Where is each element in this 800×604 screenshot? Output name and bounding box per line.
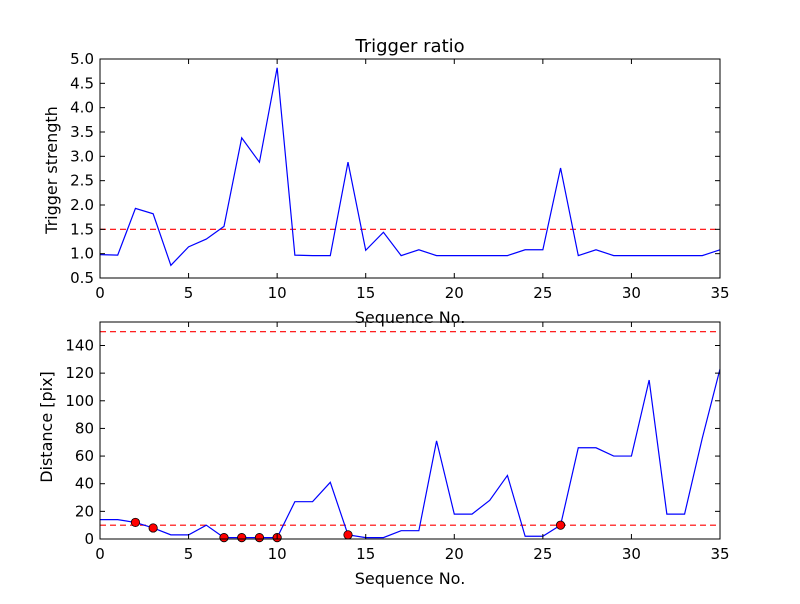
y-tick-label-bottom: 20 bbox=[75, 502, 94, 520]
y-tick-label-top: 3.0 bbox=[70, 147, 94, 165]
y-tick-label-bottom: 40 bbox=[75, 475, 94, 493]
distance-plot: Sequence No. Distance [pix] 0 5 10 15 20 25 30… bbox=[37, 321, 730, 588]
x-tick-label-bottom: 35 bbox=[710, 545, 729, 563]
y-tick-label-top: 2.0 bbox=[70, 196, 94, 214]
y-tick-label-top: 3.5 bbox=[70, 123, 94, 141]
y-tick-label-bottom: 140 bbox=[65, 336, 94, 354]
x-tick-label-top: 30 bbox=[622, 284, 641, 302]
x-tick-label-top: 0 bbox=[95, 284, 105, 302]
x-tick-label-bottom: 20 bbox=[445, 545, 464, 563]
chart-title: Trigger ratio bbox=[354, 36, 464, 57]
x-tick-label-bottom: 10 bbox=[268, 545, 287, 563]
y-tick-label-top: 1.5 bbox=[70, 220, 94, 238]
x-tick-label-top: 5 bbox=[184, 284, 194, 302]
plot-frame-bottom bbox=[99, 321, 721, 540]
y-tick-label-top: 1.0 bbox=[70, 245, 94, 263]
plot-frame-top bbox=[99, 58, 721, 279]
x-tick-label-bottom: 5 bbox=[184, 545, 194, 563]
y-tick-label-bottom: 120 bbox=[65, 364, 94, 382]
y-tick-label-top: 0.5 bbox=[70, 269, 94, 287]
highlight-point bbox=[254, 533, 265, 543]
y-axis-label-top: Trigger strength bbox=[42, 106, 61, 235]
y-tick-label-bottom: 0 bbox=[84, 530, 94, 548]
y-tick-label-bottom: 60 bbox=[75, 447, 94, 465]
x-axis-label-top: Sequence No. bbox=[355, 308, 466, 327]
x-axis-label-bottom: Sequence No. bbox=[355, 569, 466, 588]
x-tick-label-bottom: 30 bbox=[622, 545, 641, 563]
y-tick-label-top: 4.0 bbox=[70, 99, 94, 117]
highlight-point bbox=[343, 530, 353, 540]
highlight-point bbox=[237, 533, 247, 543]
x-tick-label-top: 25 bbox=[533, 284, 552, 302]
x-tick-label-top: 35 bbox=[710, 284, 729, 302]
x-tick-label-bottom: 25 bbox=[533, 545, 552, 563]
y-tick-label-top: 5.0 bbox=[70, 50, 94, 68]
highlight-point bbox=[219, 533, 229, 543]
y-tick-label-top: 4.5 bbox=[70, 74, 94, 92]
y-tick-label-bottom: 80 bbox=[75, 419, 94, 437]
series-line-bottom bbox=[100, 368, 721, 539]
x-tick-label-top: 15 bbox=[356, 284, 375, 302]
highlight-point bbox=[555, 520, 566, 530]
trigger-ratio-plot: Trigger ratio Sequence No. Trigger stren… bbox=[42, 36, 730, 327]
highlight-point bbox=[148, 523, 158, 533]
y-axis-label-bottom: Distance [pix] bbox=[37, 371, 56, 483]
series-line-top bbox=[99, 67, 721, 267]
y-tick-label-bottom: 100 bbox=[65, 392, 94, 410]
x-tick-label-bottom: 0 bbox=[95, 545, 105, 563]
x-tick-label-top: 20 bbox=[445, 284, 464, 302]
highlight-point bbox=[130, 517, 141, 528]
x-tick-label-top: 10 bbox=[268, 284, 287, 302]
x-tick-label-bottom: 15 bbox=[356, 545, 375, 563]
y-tick-label-top: 2.5 bbox=[70, 172, 94, 190]
